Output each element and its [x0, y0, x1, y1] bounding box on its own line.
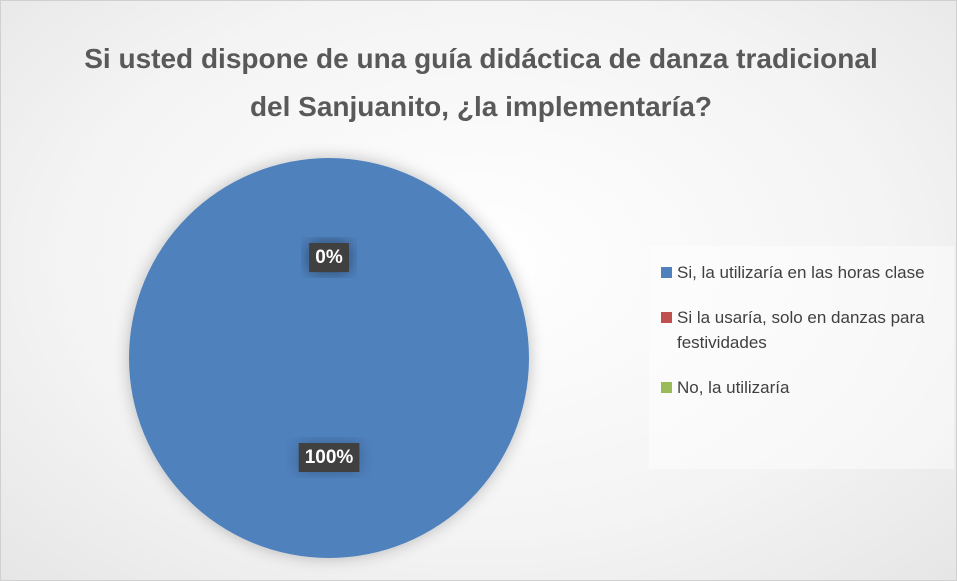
legend: Si, la utilizaría en las horas clase Si l… [649, 246, 954, 469]
data-label-box [298, 443, 360, 473]
legend-swatch [661, 312, 672, 323]
pie [129, 158, 529, 558]
data-label: 0% [315, 247, 343, 268]
data-labels: 100%0%0% [298, 243, 360, 473]
legend-item: Si, la utilizaría en las horas clase [661, 260, 954, 285]
legend-label: No, la utilizaría [677, 378, 790, 397]
legend-swatch [661, 382, 672, 393]
legend-label: Si, la utilizaría en las horas clase [677, 263, 925, 282]
data-label: 100% [305, 447, 354, 468]
legend-label: Si la usaría, solo en danzas para festiv… [677, 308, 925, 352]
chart-title: Si usted dispone de una guía didáctica d… [84, 43, 878, 122]
data-label-box [309, 243, 349, 273]
legend-item: Si la usaría, solo en danzas para festiv… [661, 305, 954, 355]
pie-slice [129, 158, 529, 558]
legend-item: No, la utilizaría [661, 375, 954, 400]
legend-swatch [661, 267, 672, 278]
